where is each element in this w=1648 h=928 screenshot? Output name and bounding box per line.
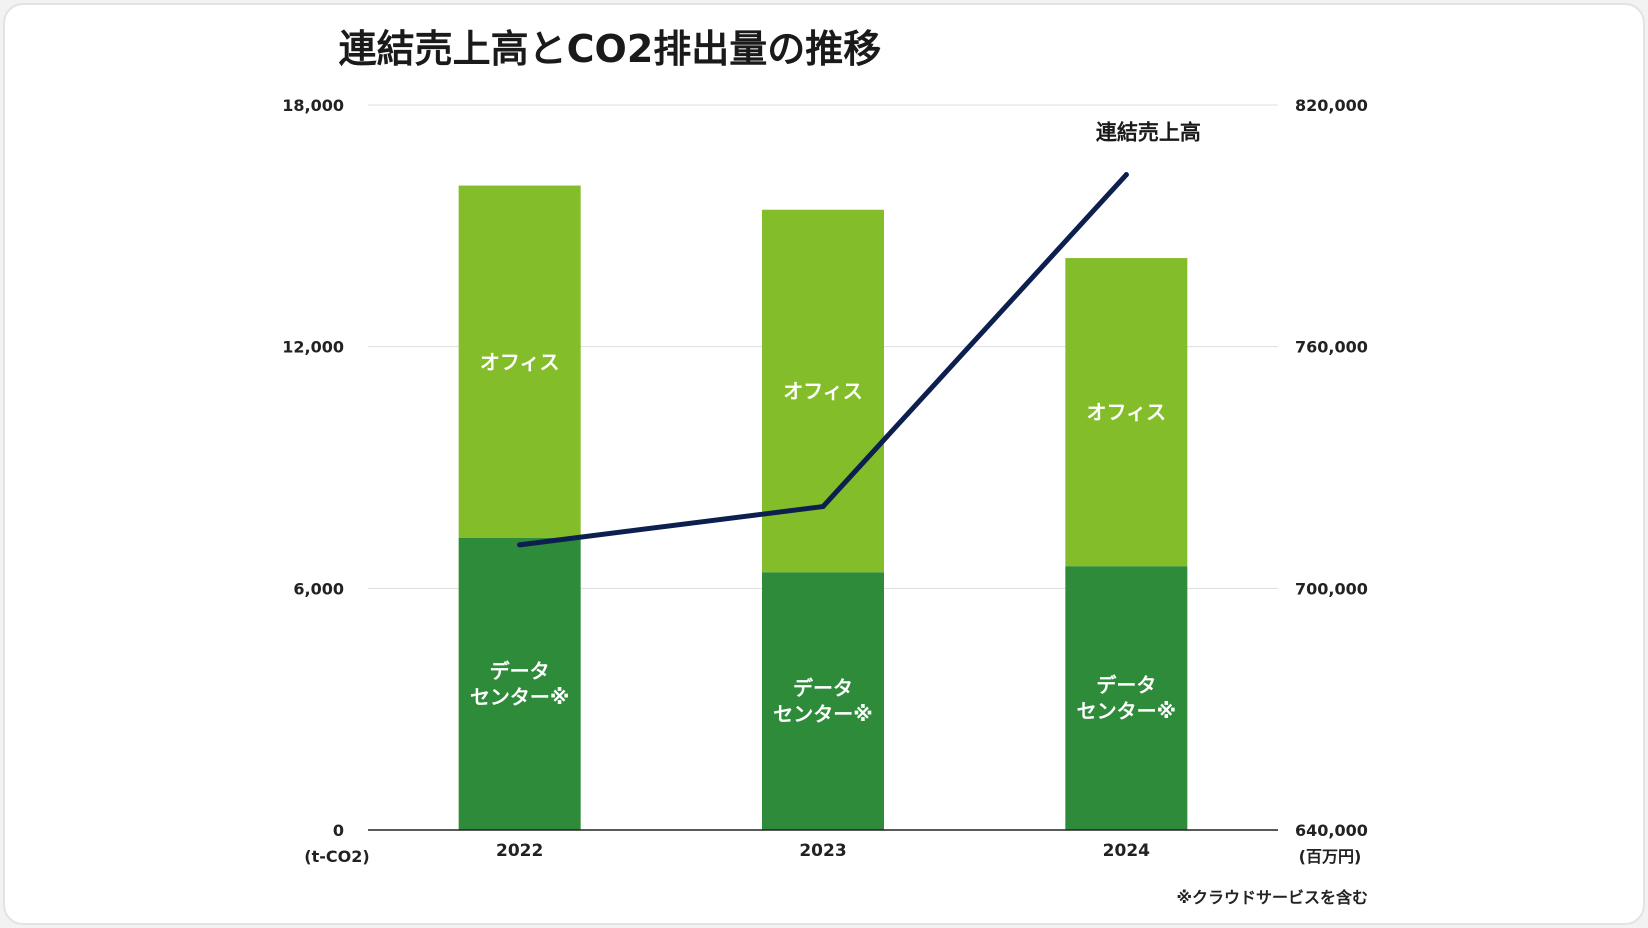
left-axis-tick-label: 0 [333,821,344,840]
x-axis-tick-label: 2024 [1103,841,1150,861]
right-axis-tick-label: 640,000 [1295,821,1368,840]
x-axis-tick-label: 2022 [496,841,543,861]
segment-label-datacenter: データセンター※ [773,676,872,726]
right-axis-unit: (百万円) [1299,847,1362,866]
revenue-line-group [517,172,1129,548]
segment-label-datacenter: データセンター※ [470,659,569,709]
right-axis-tick-label: 700,000 [1295,579,1368,598]
line-series-label: 連結売上高 [1096,121,1201,145]
revenue-point [820,504,826,510]
left-axis-unit: (t-CO2) [304,847,369,866]
x-axis-tick-label: 2023 [799,841,846,861]
segment-label-office: オフィス [1087,400,1167,424]
bar-segment-datacenter [458,537,581,830]
left-axis-tick-label: 6,000 [293,579,344,598]
revenue-point [517,542,523,548]
segment-label-office: オフィス [783,379,863,403]
bar-segment-datacenter [1065,566,1188,830]
left-axis-tick-label: 18,000 [282,96,344,115]
left-axis-tick-label: 12,000 [282,338,344,357]
bars [458,185,1188,830]
segment-label-office: オフィス [480,350,560,374]
labels: 0 6,000 12,000 18,000 640,000 700,000 760,000 8… [282,96,1368,861]
right-axis-tick-label: 760,000 [1295,338,1368,357]
footnote: ※クラウドサービスを含む [1176,888,1368,907]
right-axis-tick-label: 820,000 [1295,96,1368,115]
chart-title: 連結売上高とCO2排出量の推移 [339,27,882,71]
bar-segment-office [458,185,581,538]
bar-segment-office [1065,258,1188,567]
revenue-point [1123,172,1129,178]
segment-label-datacenter: データセンター※ [1077,673,1176,723]
bar-segment-datacenter [762,572,884,830]
